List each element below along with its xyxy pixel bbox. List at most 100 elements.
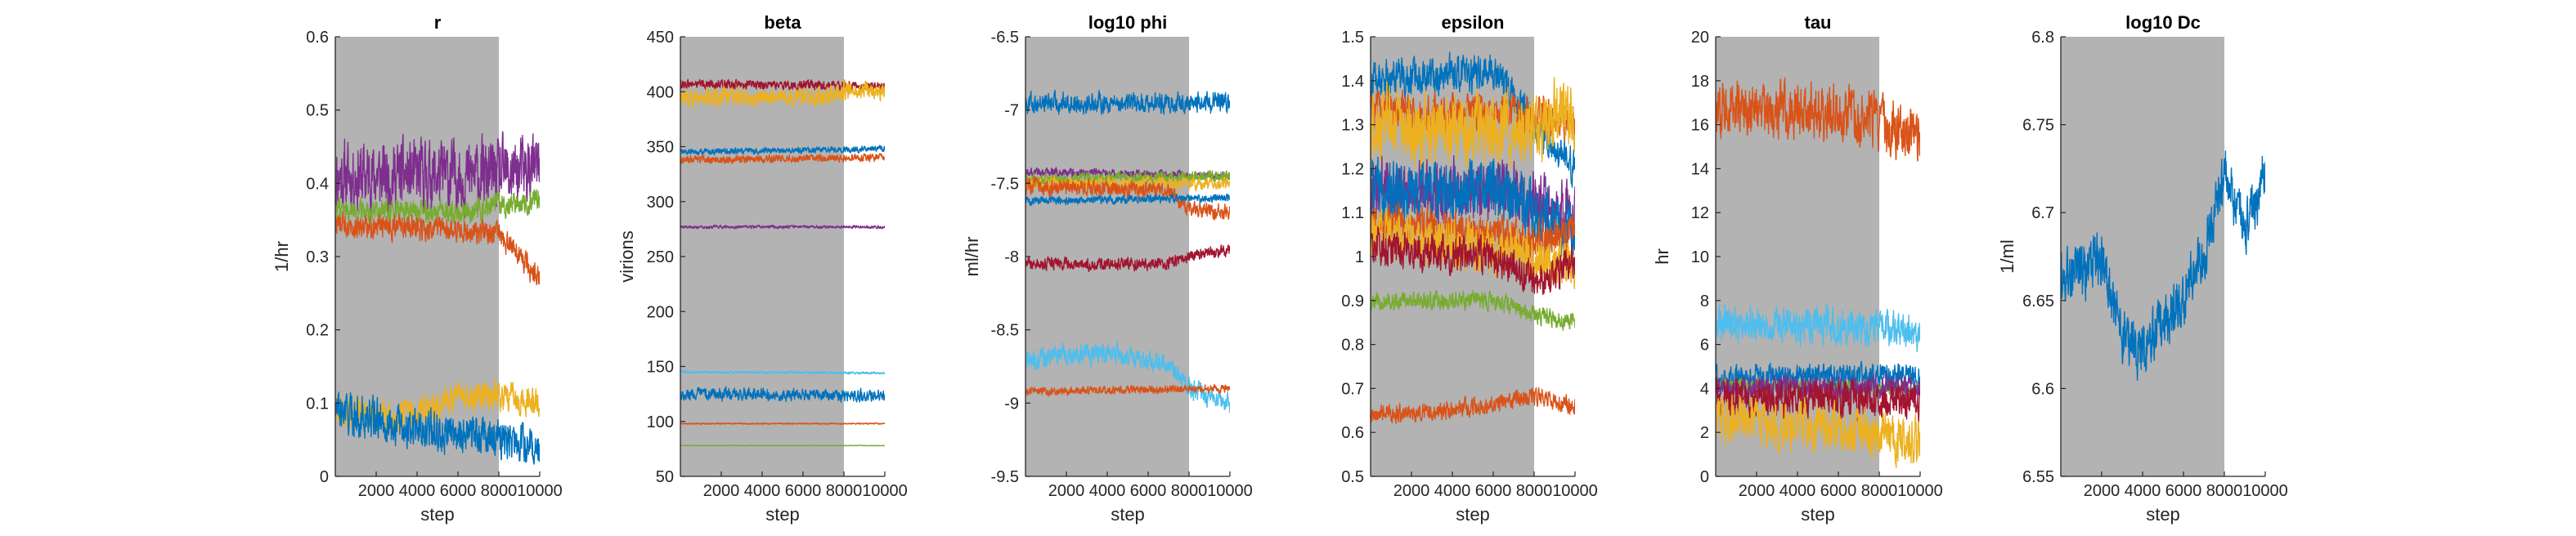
x-tick-label: 4000 <box>2125 482 2161 500</box>
traces <box>680 78 885 447</box>
y-tick-label: 4 <box>1700 380 1709 398</box>
x-tick-label: 6000 <box>785 482 822 500</box>
y-tick-label: 0.5 <box>306 102 329 120</box>
y-tick-label: 20 <box>1691 29 1709 47</box>
panel-2: 50 100 150 200 250 300 350 400 450 2000 4000 6000 80… <box>617 12 908 525</box>
y-tick-label: 400 <box>647 83 674 101</box>
trace-series-8 <box>680 422 885 425</box>
x-tick-label: 4000 <box>1434 482 1471 500</box>
y-tick-label: 6 <box>1700 337 1709 355</box>
trace-series-8 <box>1025 341 1230 413</box>
x-tick-label: 8000 <box>2206 482 2243 500</box>
x-tick-label: 8000 <box>481 482 518 500</box>
y-tick-label: 0.8 <box>1341 337 1364 355</box>
x-axis-label: step <box>420 504 455 525</box>
x-tick-label: 2000 <box>358 482 395 500</box>
trace-series-6 <box>1025 193 1230 207</box>
y-tick-label: 0.7 <box>1341 380 1364 398</box>
traces <box>2061 150 2265 381</box>
y-tick-label: 300 <box>647 194 674 212</box>
trace-series-10 <box>1371 386 1575 424</box>
x-tick-label: 10000 <box>862 482 908 500</box>
burnin-shading <box>680 37 844 476</box>
y-tick-label: 8 <box>1700 293 1709 310</box>
trace-series-1 <box>1025 89 1230 115</box>
trace-series-8 <box>1371 226 1575 296</box>
x-tick-label: 6000 <box>1130 482 1167 500</box>
x-tick-label: 10000 <box>2242 482 2288 500</box>
y-tick-label: 1.1 <box>1341 204 1364 222</box>
traces <box>1371 51 1575 424</box>
trace-series-7 <box>680 386 885 403</box>
panel-title: r <box>434 12 442 33</box>
y-tick-label: 18 <box>1691 73 1709 91</box>
y-axis-label: hr <box>1652 248 1672 265</box>
y-tick-label: 0.9 <box>1341 293 1364 310</box>
trace-series-1 <box>335 131 540 221</box>
y-tick-label: 1.5 <box>1341 29 1364 47</box>
y-tick-label: 1.3 <box>1341 117 1364 135</box>
x-tick-label: 4000 <box>1779 482 1816 500</box>
trace-series-7 <box>1025 244 1230 273</box>
x-tick-label: 10000 <box>1897 482 1943 500</box>
y-axis-label: 1/hr <box>272 241 292 272</box>
x-axis-label: step <box>765 504 800 525</box>
x-tick-label: 4000 <box>744 482 781 500</box>
y-tick-label: 0 <box>320 468 329 486</box>
y-tick-label: 0.1 <box>306 395 329 413</box>
x-tick-label: 2000 <box>2084 482 2120 500</box>
y-tick-label: 6.6 <box>2031 380 2054 398</box>
y-tick-label: 6.7 <box>2031 204 2054 222</box>
y-tick-label: 0.5 <box>1341 468 1364 486</box>
y-tick-label: 0.6 <box>1341 424 1364 442</box>
y-tick-label: 50 <box>656 468 674 486</box>
y-tick-label: 100 <box>647 413 674 431</box>
x-tick-label: 2000 <box>1048 482 1085 500</box>
y-tick-label: 200 <box>647 303 674 321</box>
y-tick-label: 450 <box>647 29 674 47</box>
trace-series-5 <box>335 391 540 465</box>
trace-series-1 <box>2061 150 2265 381</box>
panel-5: 0 2 4 6 8 10 12 14 16 18 20 2000 4000 6000 8000 10000 ta… <box>1652 12 1943 525</box>
y-tick-label: 2 <box>1700 424 1709 442</box>
x-tick-label: 4000 <box>1089 482 1126 500</box>
trace-series-5 <box>680 224 885 230</box>
trace-series-3 <box>335 211 540 286</box>
trace-series-6 <box>680 370 885 375</box>
y-tick-label: 1 <box>1355 248 1364 266</box>
y-tick-label: 0.4 <box>306 175 329 193</box>
y-tick-label: 14 <box>1691 160 1709 178</box>
x-tick-label: 6000 <box>1820 482 1857 500</box>
panel-title: log10 Dc <box>2125 12 2201 33</box>
trace-series-1 <box>1716 77 1920 162</box>
x-tick-label: 6000 <box>1475 482 1512 500</box>
y-tick-label: -6.5 <box>991 29 1019 47</box>
y-tick-label: 16 <box>1691 117 1709 135</box>
traces <box>1716 77 1920 468</box>
y-tick-label: -8 <box>1004 248 1019 266</box>
y-tick-label: -7 <box>1004 102 1019 120</box>
x-tick-label: 8000 <box>826 482 863 500</box>
x-axis-label: step <box>1111 504 1145 525</box>
x-axis-label: step <box>1456 504 1490 525</box>
trace-series-2 <box>1716 304 1920 352</box>
panel-title: beta <box>764 12 801 33</box>
x-tick-label: 4000 <box>399 482 436 500</box>
y-tick-label: 0.2 <box>306 322 329 340</box>
y-tick-label: 350 <box>647 139 674 157</box>
y-axis-label: virions <box>617 230 637 283</box>
panel-1: 0 0.1 0.2 0.3 0.4 0.5 0.6 2000 4000 6000 8000 10000… <box>272 12 563 525</box>
trace-series-5 <box>1371 156 1575 262</box>
trace-series-7 <box>1716 394 1920 468</box>
y-axis-label: ml/hr <box>962 237 982 277</box>
y-tick-label: 6.65 <box>2022 293 2054 310</box>
x-tick-label: 8000 <box>1171 482 1208 500</box>
x-axis-label: step <box>2146 504 2180 525</box>
trace-series-9 <box>1371 290 1575 332</box>
y-tick-label: 0.3 <box>306 248 329 266</box>
panel-6: 6.55 6.6 6.65 6.7 6.75 6.8 2000 4000 6000 8000 100… <box>1997 12 2288 525</box>
panel-title: tau <box>1805 12 1832 33</box>
x-tick-label: 6000 <box>2165 482 2202 500</box>
y-tick-label: 6.55 <box>2022 468 2054 486</box>
panel-4: 0.5 0.6 0.7 0.8 0.9 1 1.1 1.2 1.3 1.4 1.5 2000 4000 6… <box>1341 12 1598 525</box>
